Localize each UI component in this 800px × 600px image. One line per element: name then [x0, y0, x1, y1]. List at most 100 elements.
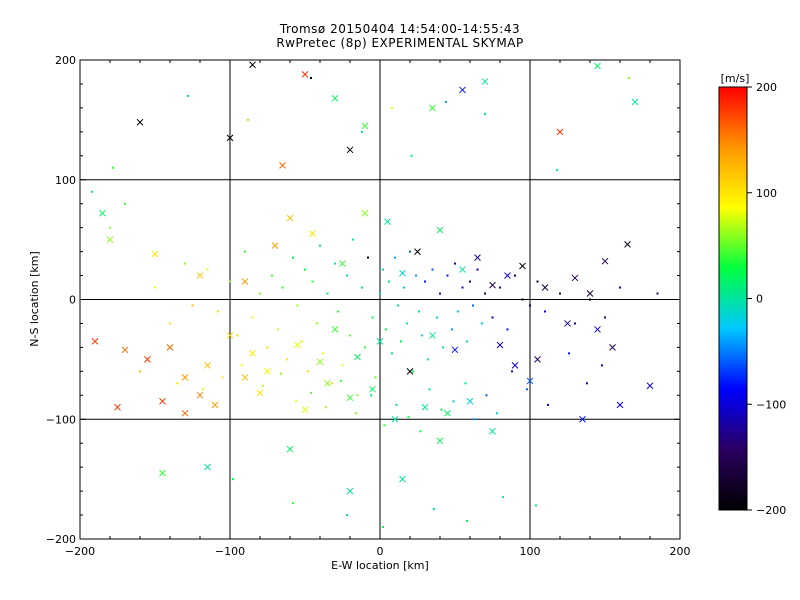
data-point-dot [266, 346, 269, 349]
data-point-stroke [579, 415, 586, 423]
data-point-dot [412, 370, 414, 373]
data-point-stroke [556, 128, 564, 136]
data-point-x [211, 401, 219, 409]
data-point-x [519, 262, 526, 270]
data-point-x [414, 248, 421, 255]
data-point-dot [428, 388, 431, 391]
data-point-stroke [631, 98, 639, 106]
data-point-x [489, 281, 496, 289]
data-point-dot [409, 250, 411, 253]
data-point-x [286, 445, 294, 453]
data-point-dot [271, 274, 273, 277]
data-point-dot [601, 364, 603, 367]
data-point-x [444, 409, 451, 417]
data-point-dot [91, 190, 93, 193]
data-point-dot [431, 268, 434, 271]
data-point-x [541, 284, 549, 291]
data-point-x [346, 394, 354, 402]
data-point-dot [361, 286, 363, 289]
data-point-dot [391, 106, 393, 109]
data-point-dot [374, 376, 377, 379]
data-point-x [204, 463, 211, 471]
data-point-dot [656, 292, 659, 295]
data-point-stroke [489, 427, 496, 435]
data-point-stroke [459, 266, 466, 273]
y-tick-label: −100 [46, 413, 76, 426]
data-point-stroke [346, 394, 354, 402]
data-point-x [301, 406, 309, 414]
data-point-stroke [444, 409, 451, 417]
data-point-stroke [249, 350, 256, 357]
data-point-x [226, 134, 234, 142]
data-point-stroke [369, 385, 376, 393]
data-point-x [256, 389, 264, 397]
x-tick-label: 0 [377, 545, 384, 558]
data-point-stroke [399, 475, 406, 483]
data-point-stroke [301, 406, 309, 414]
data-point-x [271, 242, 279, 249]
data-point-dot [382, 526, 384, 529]
data-point-x [144, 356, 151, 363]
data-point-dot [251, 316, 254, 319]
data-point-stroke [151, 250, 159, 258]
data-point-stroke [121, 346, 129, 354]
data-point-stroke [429, 332, 436, 339]
data-point-dot [415, 274, 417, 277]
data-point-stroke [646, 382, 654, 390]
data-point-stroke [331, 94, 339, 102]
data-point-stroke [249, 61, 256, 69]
data-point-x [459, 86, 466, 94]
data-point-dot [536, 280, 539, 283]
colorbar-tick-label: 100 [756, 187, 777, 200]
data-point-x [301, 71, 309, 78]
data-point-stroke [436, 226, 444, 234]
data-point-stroke [459, 86, 466, 94]
data-point-stroke [181, 409, 189, 417]
x-tick-label: −100 [215, 545, 245, 558]
x-axis-ticks: −200 −100 0 100 200 [65, 60, 691, 558]
data-point-x [451, 346, 459, 354]
data-point-x [601, 257, 609, 265]
colorbar-ticks: 200 100 0 −100 −200 [747, 81, 786, 517]
data-point-stroke [106, 236, 114, 243]
data-point-dot [361, 130, 363, 133]
data-point-stroke [241, 373, 249, 381]
data-point-dot [394, 256, 396, 259]
data-point-dot [109, 226, 111, 229]
data-point-x [361, 122, 369, 130]
data-point-dot [400, 340, 402, 343]
data-point-dot [473, 418, 476, 421]
data-point-stroke [204, 362, 211, 369]
data-point-stroke [609, 344, 616, 351]
data-point-dot [370, 394, 372, 397]
data-point-dot [464, 382, 467, 385]
data-point-stroke [616, 401, 624, 409]
grid-lines [80, 60, 680, 539]
data-point-stroke [534, 356, 541, 363]
data-point-x [474, 254, 481, 261]
colorbar-gradient [718, 86, 748, 511]
data-point-dot [628, 76, 630, 79]
y-tick-label: −200 [46, 533, 76, 546]
data-point-stroke [361, 209, 369, 217]
data-point-dot [418, 310, 420, 313]
data-point-stroke [519, 262, 526, 270]
data-point-stroke [226, 134, 234, 142]
data-point-stroke [624, 241, 631, 248]
data-point-dot [371, 316, 374, 319]
data-point-dot [506, 328, 509, 331]
data-point-x [436, 226, 444, 234]
data-point-stroke [159, 469, 166, 477]
data-point-dot [568, 352, 570, 355]
data-point-dot [176, 382, 179, 385]
y-tick-label: 200 [55, 54, 76, 67]
colorbar-tick-label: −100 [756, 398, 786, 411]
data-point-stroke [241, 278, 249, 285]
data-point-x [241, 373, 249, 381]
data-point-dot [169, 322, 171, 325]
data-point-stroke [256, 389, 264, 397]
data-point-stroke [196, 272, 204, 279]
data-point-dot [301, 340, 303, 343]
data-point-dot [232, 478, 234, 481]
data-point-dot [436, 316, 438, 319]
